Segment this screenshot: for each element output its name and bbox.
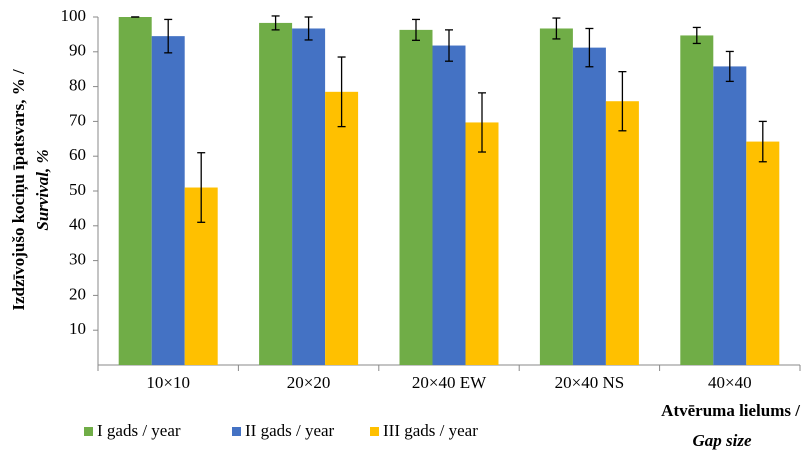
bar bbox=[746, 141, 780, 365]
bar bbox=[399, 29, 433, 365]
y-axis-title: Izdzīvojušo kociņu īpatsvars, % / Surviv… bbox=[9, 69, 52, 311]
error-bar bbox=[725, 50, 734, 83]
x-tick-label: 20×40 EW bbox=[412, 373, 487, 392]
bar bbox=[713, 66, 747, 365]
legend-label: III gads / year bbox=[383, 421, 478, 440]
error-bar bbox=[552, 17, 561, 40]
error-bar bbox=[692, 26, 701, 45]
legend-swatch bbox=[370, 427, 379, 436]
legend-swatch bbox=[232, 427, 241, 436]
error-bar bbox=[445, 29, 453, 62]
error-bar bbox=[271, 15, 280, 31]
y-tick-label: 30 bbox=[69, 250, 86, 269]
error-bar bbox=[164, 18, 173, 54]
error-bar bbox=[478, 92, 486, 153]
bar bbox=[605, 101, 639, 365]
bar bbox=[465, 122, 499, 365]
y-tick-label: 60 bbox=[69, 145, 86, 164]
bar bbox=[292, 28, 326, 365]
error-bar bbox=[337, 56, 346, 128]
y-tick-label: 10 bbox=[69, 319, 86, 338]
y-tick-label: 90 bbox=[69, 41, 86, 60]
bar bbox=[680, 35, 714, 365]
x-tick-label: 20×40 NS bbox=[555, 373, 625, 392]
x-axis-title: Atvēruma lielums / bbox=[661, 401, 800, 420]
legend-label: II gads / year bbox=[245, 421, 335, 440]
bar bbox=[259, 22, 293, 365]
x-tick-label: 40×40 bbox=[708, 373, 752, 392]
y-tick-label: 50 bbox=[69, 180, 86, 199]
y-tick-label: 70 bbox=[69, 110, 86, 129]
error-bar bbox=[304, 16, 313, 41]
y-title-line: Izdzīvojušo kociņu īpatsvars, % / bbox=[9, 69, 29, 311]
error-bar bbox=[412, 18, 420, 41]
legend-swatch bbox=[84, 427, 93, 436]
y-title-line: Survival, % bbox=[33, 149, 52, 230]
bar bbox=[325, 91, 359, 365]
error-bar bbox=[758, 120, 767, 163]
error-bar bbox=[585, 27, 594, 68]
y-tick-label: 80 bbox=[69, 76, 86, 95]
bar bbox=[572, 47, 606, 366]
x-axis-title: Gap size bbox=[692, 431, 751, 450]
bar bbox=[432, 45, 466, 365]
y-tick-label: 40 bbox=[69, 215, 86, 234]
x-tick-label: 10×10 bbox=[146, 373, 190, 392]
y-tick-label: 100 bbox=[61, 6, 87, 25]
bar bbox=[118, 17, 152, 365]
bar bbox=[539, 28, 573, 365]
legend-label: I gads / year bbox=[97, 421, 181, 440]
error-bar bbox=[197, 152, 206, 223]
bar bbox=[151, 36, 185, 365]
y-tick-label: 20 bbox=[69, 284, 86, 303]
x-tick-label: 20×20 bbox=[287, 373, 331, 392]
error-bar bbox=[618, 70, 627, 132]
